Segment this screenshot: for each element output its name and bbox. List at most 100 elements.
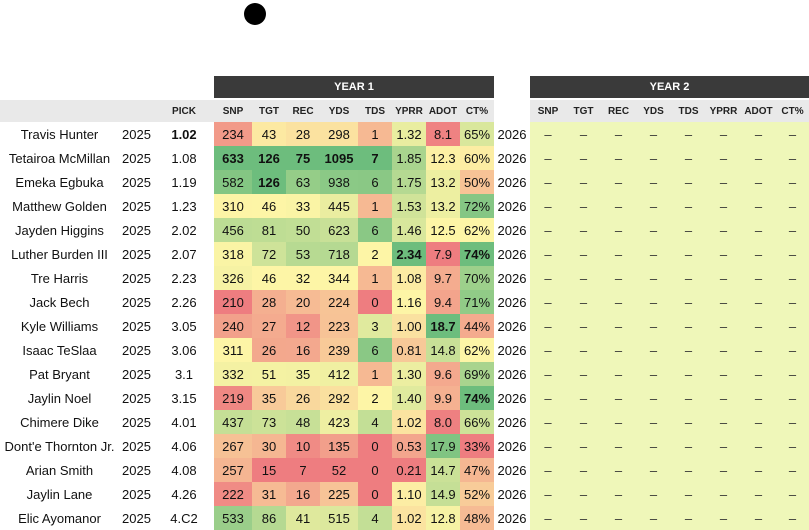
y1-tds-cell: 6	[358, 170, 392, 194]
y1-adot-cell: 14.9	[426, 482, 460, 506]
y2-tgt-cell: –	[566, 218, 601, 242]
y1-yds-cell: 223	[320, 314, 358, 338]
table-row[interactable]: Chimere Dike 2025 4.01 437 73 48 423 4 1.02 8.0 66…	[0, 410, 809, 434]
year2-label: 2026	[494, 386, 530, 410]
y2-ct-cell: –	[776, 362, 809, 386]
table-row[interactable]: Travis Hunter 2025 1.02 234 43 28 298 1 1.32 8.1 6…	[0, 122, 809, 146]
y1-tgt-cell: 73	[252, 410, 286, 434]
player-name: Luther Burden III	[11, 246, 108, 262]
y2-rec-cell: –	[601, 218, 636, 242]
y1-adot-cell: 9.6	[426, 362, 460, 386]
y2-adot-cell: –	[741, 434, 776, 458]
table-row[interactable]: Emeka Egbuka 2025 1.19 582 126 63 938 6 1.75 13.2…	[0, 170, 809, 194]
draft-year: 2025	[122, 342, 151, 358]
y2-yprr-cell: –	[706, 458, 741, 482]
table-row[interactable]: Arian Smith 2025 4.08 257 15 7 52 0 0.21 14.7 47% 2…	[0, 458, 809, 482]
y2-rec-cell: –	[601, 242, 636, 266]
table-row[interactable]: Kyle Williams 2025 3.05 240 27 12 223 3 1.00 18.7…	[0, 314, 809, 338]
table-row[interactable]: Jack Bech 2025 2.26 210 28 20 224 0 1.16 9.4 71% 20…	[0, 290, 809, 314]
y1-yprr-cell: 0.53	[392, 434, 426, 458]
y2-yprr-cell: –	[706, 266, 741, 290]
table-row[interactable]: Tre Harris 2025 2.23 326 46 32 344 1 1.08 9.7 70% 2…	[0, 266, 809, 290]
y1-yds-cell: 623	[320, 218, 358, 242]
y2-snp-cell: –	[530, 242, 566, 266]
y2-tgt-cell: –	[566, 434, 601, 458]
y1-rec-cell: 28	[286, 122, 320, 146]
draft-year: 2025	[122, 222, 151, 238]
y2-ct-cell: –	[776, 434, 809, 458]
draft-pick: 4.06	[171, 438, 197, 454]
year-header	[119, 100, 154, 122]
y2-yds-header: YDS	[636, 100, 671, 122]
y1-snp-cell: 234	[214, 122, 252, 146]
y2-rec-cell: –	[601, 290, 636, 314]
y2-snp-cell: –	[530, 434, 566, 458]
y1-tgt-cell: 26	[252, 338, 286, 362]
year2-label: 2026	[494, 122, 530, 146]
y2-yprr-cell: –	[706, 338, 741, 362]
y1-adot-cell: 14.7	[426, 458, 460, 482]
table-row[interactable]: Isaac TeSlaa 2025 3.06 311 26 16 239 6 0.81 14.8 6…	[0, 338, 809, 362]
y2-yds-cell: –	[636, 146, 671, 170]
y2-yds-cell: –	[636, 458, 671, 482]
y2-adot-cell: –	[741, 122, 776, 146]
y2-rec-cell: –	[601, 386, 636, 410]
y2-tgt-cell: –	[566, 362, 601, 386]
y1-yds-cell: 445	[320, 194, 358, 218]
draft-pick: 4.C2	[170, 510, 198, 526]
y2-rec-cell: –	[601, 482, 636, 506]
year2-label: 2026	[494, 410, 530, 434]
y1-yprr-cell: 1.53	[392, 194, 426, 218]
y2-rec-cell: –	[601, 458, 636, 482]
y2-ct-cell: –	[776, 266, 809, 290]
y2-tgt-cell: –	[566, 242, 601, 266]
y1-rec-cell: 12	[286, 314, 320, 338]
y1-rec-cell: 26	[286, 386, 320, 410]
table-row[interactable]: Jaylin Lane 2025 4.26 222 31 16 225 0 1.10 14.9 52…	[0, 482, 809, 506]
y1-snp-cell: 456	[214, 218, 252, 242]
y2-yds-cell: –	[636, 242, 671, 266]
y2-tds-cell: –	[671, 122, 706, 146]
y1-tgt-cell: 35	[252, 386, 286, 410]
table-row[interactable]: Jayden Higgins 2025 2.02 456 81 50 623 6 1.46 12.…	[0, 218, 809, 242]
y2-adot-cell: –	[741, 338, 776, 362]
draft-pick: 1.19	[171, 174, 197, 190]
y2-yprr-cell: –	[706, 122, 741, 146]
y2-adot-cell: –	[741, 482, 776, 506]
y2-yds-cell: –	[636, 194, 671, 218]
year2-label: 2026	[494, 506, 530, 530]
table-row[interactable]: Elic Ayomanor 2025 4.C2 533 86 41 515 4 1.02 12.8…	[0, 506, 809, 530]
y1-adot-cell: 8.1	[426, 122, 460, 146]
y2-tgt-cell: –	[566, 314, 601, 338]
y2-adot-cell: –	[741, 218, 776, 242]
draft-pick: 3.15	[171, 390, 197, 406]
y2-ct-cell: –	[776, 338, 809, 362]
y1-tgt-cell: 126	[252, 170, 286, 194]
y1-tds-cell: 0	[358, 290, 392, 314]
y2-tds-cell: –	[671, 146, 706, 170]
y1-snp-cell: 582	[214, 170, 252, 194]
y1-tds-cell: 7	[358, 146, 392, 170]
y1-yprr-cell: 0.81	[392, 338, 426, 362]
table-row[interactable]: Luther Burden III 2025 2.07 318 72 53 718 2 2.34…	[0, 242, 809, 266]
y2-ct-cell: –	[776, 482, 809, 506]
y2-yprr-cell: –	[706, 218, 741, 242]
y1-adot-cell: 9.9	[426, 386, 460, 410]
y2-tds-cell: –	[671, 506, 706, 530]
y2-rec-header: REC	[601, 100, 636, 122]
table-row[interactable]: Jaylin Noel 2025 3.15 219 35 26 292 2 1.40 9.9 74%…	[0, 386, 809, 410]
y1-ct-cell: 33%	[460, 434, 494, 458]
table-row[interactable]: Matthew Golden 2025 1.23 310 46 33 445 1 1.53 13.…	[0, 194, 809, 218]
y2-ct-cell: –	[776, 194, 809, 218]
year2-label: 2026	[494, 146, 530, 170]
table-row[interactable]: Dont'e Thornton Jr. 2025 4.06 267 30 10 135 0 0.…	[0, 434, 809, 458]
y1-rec-cell: 16	[286, 482, 320, 506]
y1-snp-cell: 219	[214, 386, 252, 410]
table-row[interactable]: Pat Bryant 2025 3.1 332 51 35 412 1 1.30 9.6 69% 20…	[0, 362, 809, 386]
y2-snp-cell: –	[530, 410, 566, 434]
table-row[interactable]: Tetairoa McMillan 2025 1.08 633 126 75 1095 7 1.…	[0, 146, 809, 170]
y2-ct-cell: –	[776, 314, 809, 338]
year2-label: 2026	[494, 242, 530, 266]
y2-snp-cell: –	[530, 314, 566, 338]
y2-adot-cell: –	[741, 170, 776, 194]
